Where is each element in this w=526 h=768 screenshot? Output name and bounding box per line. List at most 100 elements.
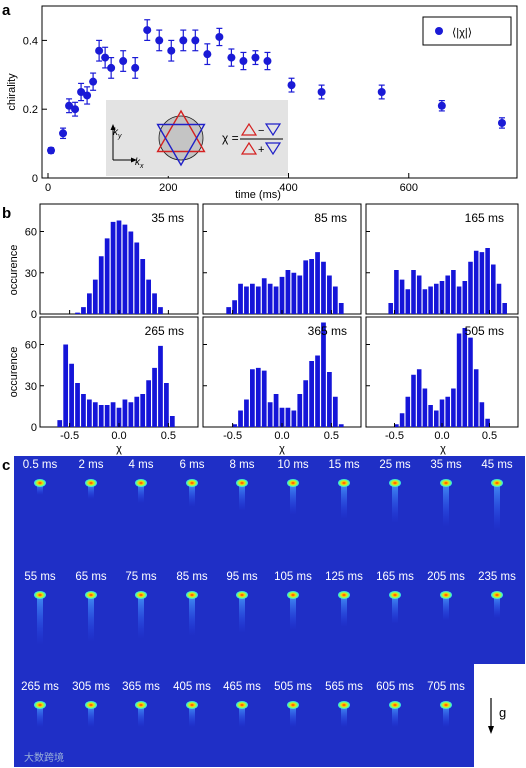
frame: 65 ms [75, 571, 107, 642]
gravity-arrowhead [488, 726, 494, 734]
frame-time-label: 8 ms [230, 459, 255, 471]
cloud-tail [341, 485, 347, 519]
histogram-5: -0.5 0.0 0.5 505 ms [365, 316, 519, 442]
frame-time-label: 105 ms [274, 571, 312, 583]
panel-b-histograms: 0 30 60 35 ms 85 ms 165 ms -0.5 0.0 0.5 0 30 60 265 … [25, 203, 519, 442]
x-tick-label: -0.5 [223, 430, 242, 442]
histogram-bar [468, 261, 473, 314]
frame: 75 ms [125, 571, 157, 639]
y-tick-label: 30 [25, 381, 37, 393]
histogram-bar [140, 259, 146, 314]
histogram-bar [388, 303, 393, 314]
frame: 235 ms [478, 571, 516, 618]
atom-cloud [85, 479, 97, 487]
histogram-bar [279, 276, 285, 314]
histogram-2: 165 ms [365, 203, 519, 315]
legend-label: ⟨|χ|⟩ [452, 27, 472, 39]
cloud-tail [392, 485, 398, 523]
histogram-bar [250, 369, 255, 427]
histogram-bar [399, 279, 405, 314]
histogram-bar [146, 380, 151, 427]
image-background-top [14, 456, 525, 664]
atom-cloud [338, 701, 350, 709]
histogram-bar [428, 286, 433, 314]
cloud-tail [239, 707, 245, 727]
histogram-bar [273, 286, 279, 314]
histogram-bar [321, 261, 326, 314]
frame-time-label: 75 ms [125, 571, 157, 583]
kx-arrowhead [131, 157, 137, 163]
histogram-bar [57, 420, 63, 427]
histogram-bar [491, 264, 496, 314]
atom-cloud [491, 591, 503, 599]
cloud-tail [290, 485, 296, 515]
atom-cloud [186, 479, 198, 487]
histogram-bar [445, 396, 450, 427]
histogram-bar [462, 281, 468, 314]
histogram-bar [315, 355, 320, 427]
x-tick-label: 0.5 [324, 430, 339, 442]
x-tick-label: 0.0 [434, 430, 449, 442]
frame: 705 ms [427, 681, 465, 727]
cloud-tail [494, 597, 500, 618]
atom-cloud [440, 701, 452, 709]
watermark: 大数跨境 [24, 751, 64, 764]
histogram-bar [496, 283, 502, 314]
atom-cloud [389, 591, 401, 599]
histogram-bar [140, 394, 146, 427]
histogram-time-label: 505 ms [465, 324, 504, 338]
histogram-bar [104, 405, 110, 427]
panel-label-b: b [2, 205, 11, 222]
panel-label-a: a [2, 2, 11, 19]
cloud-tail [37, 707, 43, 727]
histogram-bar [238, 283, 243, 314]
frame-time-label: 10 ms [277, 459, 309, 471]
atom-cloud [135, 591, 147, 599]
data-point [203, 50, 212, 59]
histogram-time-label: 265 ms [145, 324, 184, 338]
plot-a-frame [41, 5, 518, 179]
histogram-bar [164, 383, 169, 427]
frame: 365 ms [122, 681, 160, 727]
histogram-bar [267, 402, 273, 427]
histogram-bar [394, 424, 399, 427]
atom-cloud [287, 479, 299, 487]
y-axis-label: chirality [6, 73, 18, 111]
atom-cloud [491, 479, 503, 487]
histogram-bar [128, 231, 134, 314]
histogram-bar [456, 333, 462, 427]
histogram-bar [479, 402, 485, 427]
frame: 105 ms [274, 571, 312, 630]
histogram-bar [332, 286, 338, 314]
frame: 565 ms [325, 681, 363, 727]
histogram-bar [405, 289, 411, 314]
histogram-4: -0.5 0.0 0.5 365 ms [202, 316, 362, 442]
panel-label-c: c [2, 457, 10, 474]
cloud-tail [189, 485, 195, 507]
histogram-bar [158, 307, 163, 314]
histogram-bar [87, 293, 92, 314]
frame-time-label: 45 ms [481, 459, 513, 471]
time-of-flight-frames: 0.5 ms 2 ms 4 ms 6 ms 8 ms 10 ms 15 ms 25 ms 35 … [21, 459, 516, 727]
frame: 405 ms [173, 681, 211, 727]
histogram-bar [87, 399, 92, 427]
cloud-tail [341, 707, 347, 727]
frame-time-label: 265 ms [21, 681, 59, 693]
cloud-tail [239, 485, 245, 511]
x-tick-label: 0.5 [161, 430, 176, 442]
histogram-bar [152, 367, 157, 427]
frame-time-label: 95 ms [226, 571, 258, 583]
histogram-bar [434, 410, 439, 427]
histogram-bar [158, 345, 163, 427]
atom-cloud [34, 479, 46, 487]
occurence-label-top: occurence [8, 245, 20, 296]
data-point [131, 63, 140, 72]
frame: 85 ms [176, 571, 208, 636]
frame-time-label: 205 ms [427, 571, 465, 583]
frame-time-label: 705 ms [427, 681, 465, 693]
data-point [227, 53, 236, 62]
atom-cloud [236, 479, 248, 487]
cloud-tail [443, 707, 449, 727]
histogram-bar [422, 388, 428, 427]
data-point [239, 57, 248, 66]
